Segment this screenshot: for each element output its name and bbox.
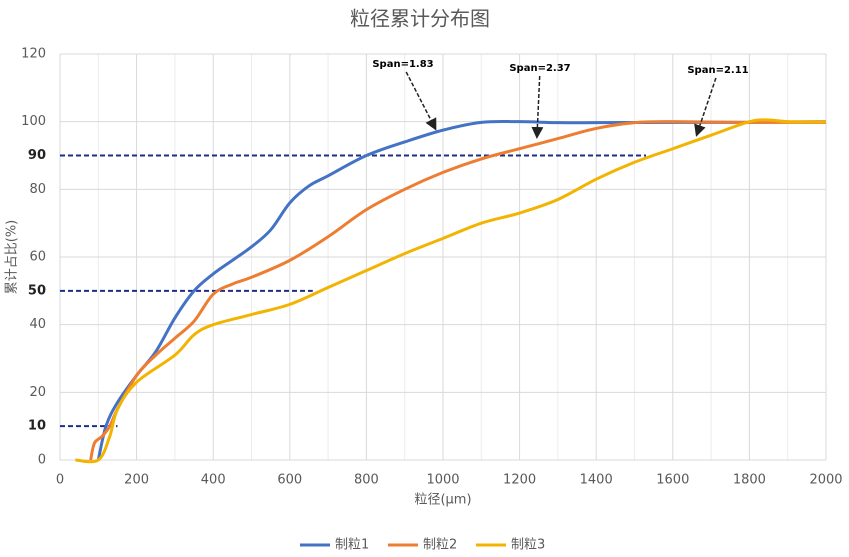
annotation: Span=2.11 [687, 65, 748, 76]
x-tick-label: 400 [201, 473, 226, 488]
y-tick-label: 60 [29, 250, 46, 265]
annotation-arrow [694, 77, 717, 137]
y-tick-label: 100 [21, 114, 46, 129]
y-tick-label: 50 [28, 283, 46, 298]
y-tick-label: 10 [28, 419, 46, 434]
y-tick-label: 90 [28, 148, 46, 163]
x-tick-label: 200 [124, 473, 149, 488]
x-tick-label: 800 [354, 473, 379, 488]
series-line [96, 119, 827, 461]
annotation-arrow [405, 71, 437, 131]
legend-label: 制粒2 [423, 538, 457, 553]
x-axis-title: 粒径(μm) [414, 493, 471, 508]
x-tick-label: 0 [56, 473, 64, 488]
annotation-arrow [531, 75, 544, 139]
y-tick-label: 20 [29, 385, 46, 400]
annotation: Span=2.37 [509, 63, 570, 74]
y-axis-title: 累计占比(%) [5, 220, 20, 295]
x-tick-label: 1600 [656, 473, 689, 488]
legend-label: 制粒3 [511, 538, 545, 553]
series-line [75, 118, 827, 464]
annotation: Span=1.83 [372, 59, 433, 70]
x-tick-label: 1800 [733, 473, 766, 488]
y-tick-label: 80 [29, 182, 46, 197]
x-tick-label: 1000 [426, 473, 459, 488]
chart-title: 粒径累计分布图 [350, 7, 490, 31]
x-tick-label: 1200 [503, 473, 536, 488]
x-tick-label: 2000 [809, 473, 842, 488]
y-tick-label: 120 [21, 47, 46, 62]
x-tick-label: 1400 [580, 473, 613, 488]
y-tick-label: 40 [29, 317, 46, 332]
x-tick-label: 600 [277, 473, 302, 488]
legend-label: 制粒1 [335, 538, 369, 553]
y-tick-label: 0 [38, 453, 46, 468]
